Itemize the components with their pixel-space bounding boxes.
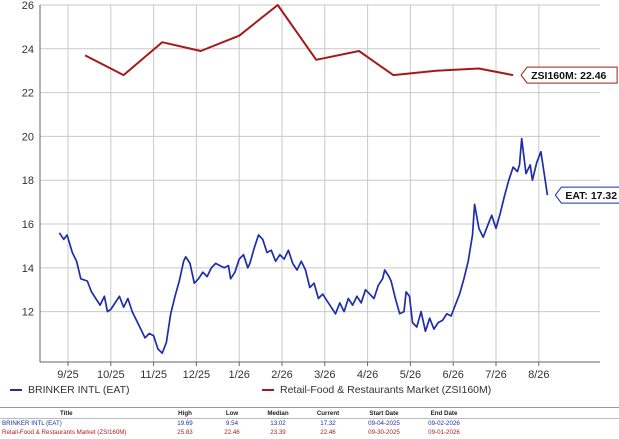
chart-area: 12 14 16 18 20 22 24 26 9/25 10/25 11/25 12/25 1/26 2… [22,0,619,380]
series-line-eat [58,137,549,355]
stats-eat-low: 9.54 [225,420,239,427]
x-tick-label: 6/26 [442,369,463,380]
x-tick-label: 1/26 [228,369,249,380]
gridlines [40,4,600,362]
y-tick-label: 16 [22,219,34,231]
stats-eat-title: BRINKER INTL (EAT) [2,420,62,427]
legend-swatch-eat [10,389,22,391]
x-tick-label: 8/26 [528,369,549,380]
end-label-box [554,186,619,204]
end-label-text: EAT: 17.32 [565,190,617,202]
stats-header-title: Title [60,409,73,417]
x-tick-label: 3/26 [314,369,335,380]
legend-item-zsi: Retail-Food & Restaurants Market (ZSI160… [262,384,491,396]
line-chart: 12 14 16 18 20 22 24 26 9/25 10/25 11/25 12/25 1/26 2… [22,0,619,380]
x-tick-label: 11/25 [140,369,167,380]
x-tick-label: 12/25 [183,369,211,380]
stats-header-row: Title High Low Median Current Start Date… [0,407,619,419]
y-tick-label: 12 [22,307,34,319]
stats-row-zsi: Retail-Food & Restaurants Market (ZSI160… [0,428,619,437]
series-layer [58,4,549,355]
y-tick-label: 22 [22,88,34,100]
end-label-eat: EAT: 17.32 [554,186,619,204]
stats-zsi-current: 22.46 [320,429,336,436]
x-tick-label: 2/26 [271,369,292,380]
x-tick-label: 5/26 [400,369,421,380]
plot-background [40,5,600,362]
legend-item-eat: BRINKER INTL (EAT) [10,384,130,396]
legend: BRINKER INTL (EAT) Retail-Food & Restaur… [0,380,619,402]
legend-label-eat: BRINKER INTL (EAT) [28,384,130,396]
stats-eat-start: 09-04-2025 [368,420,400,427]
x-tick-label: 9/25 [57,369,78,380]
stats-row-eat: BRINKER INTL (EAT) 19.69 9.54 13.02 17.3… [0,419,619,429]
y-tick-label: 26 [22,0,34,12]
y-tick-label: 18 [22,175,34,187]
stats-zsi-start: 09-30-2025 [368,429,400,436]
stats-eat-high: 19.69 [177,420,193,427]
stats-eat-end: 09-02-2026 [428,420,460,427]
x-tick-label: 4/26 [357,369,378,380]
stats-header-start: Start Date [369,409,399,417]
stats-header-high: High [178,409,192,417]
end-label-box [520,66,618,84]
end-label-zsi: ZSI160M: 22.46 [520,66,618,84]
stats-eat-current: 17.32 [320,420,336,427]
end-labels: EAT: 17.32 ZSI160M: 22.46 [520,66,619,204]
end-label-text: ZSI160M: 22.46 [531,70,606,82]
stats-header-current: Current [316,409,340,417]
series-line-zsi [84,4,514,77]
x-tick-label: 7/26 [485,369,506,380]
legend-label-zsi: Retail-Food & Restaurants Market (ZSI160… [280,384,492,396]
x-tick-label: 10/25 [97,369,125,380]
stats-zsi-end: 09-01-2026 [428,429,460,436]
stats-header-end: End Date [430,409,458,417]
stats-zsi-low: 22.46 [224,429,240,436]
y-tick-label: 14 [22,263,34,275]
stats-eat-median: 13.02 [270,420,286,427]
legend-swatch-zsi [262,389,274,391]
stats-header-median: Median [267,409,289,417]
y-tick-label: 20 [22,131,34,143]
stats-table: Title High Low Median Current Start Date… [0,407,619,437]
stats-zsi-high: 25.83 [177,429,193,436]
stats-zsi-title: Retail-Food & Restaurants Market (ZSI160… [2,429,127,436]
stats-header-low: Low [225,409,239,417]
stats-zsi-median: 23.39 [270,429,286,436]
y-tick-label: 24 [22,44,34,56]
axes: 12 14 16 18 20 22 24 26 9/25 10/25 11/25 12/25 1/26 2… [22,0,600,380]
